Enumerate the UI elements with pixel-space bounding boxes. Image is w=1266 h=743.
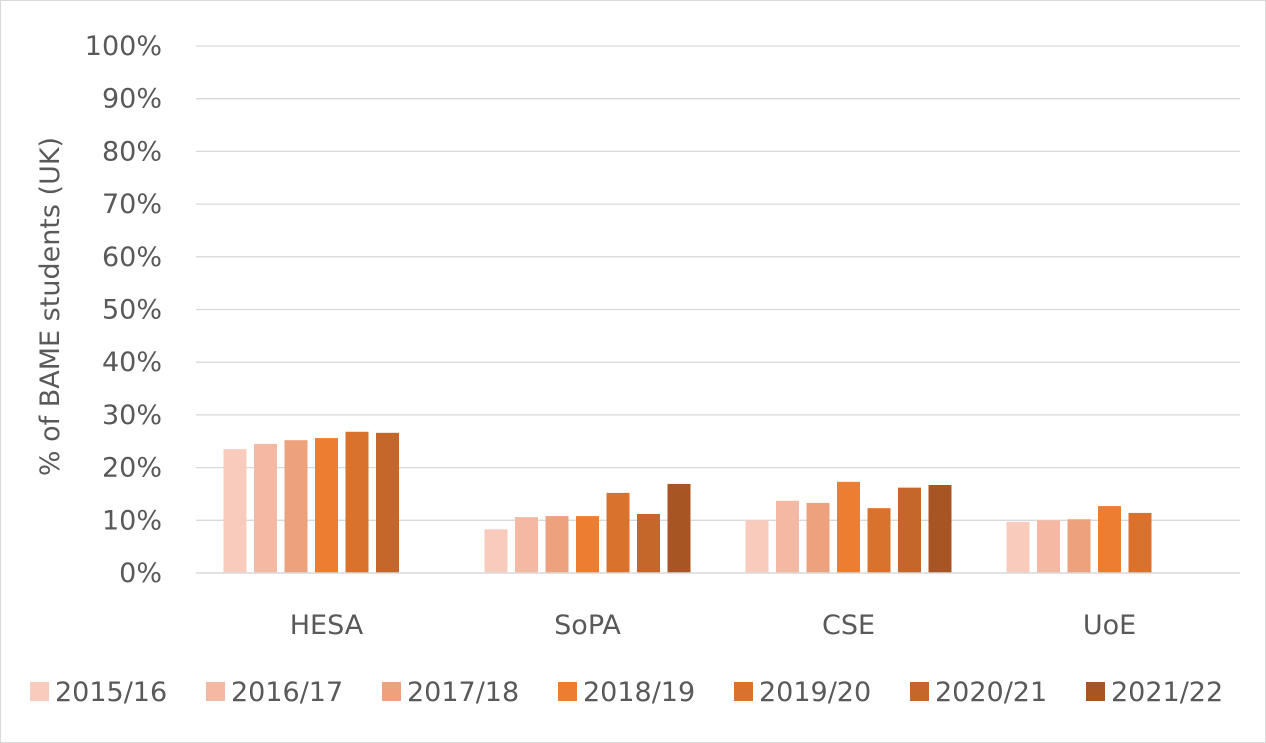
legend-label: 2015/16 bbox=[55, 677, 167, 708]
y-tick-label: 50% bbox=[102, 295, 162, 326]
bar bbox=[284, 440, 308, 573]
bar bbox=[545, 516, 569, 573]
y-tick-label: 100% bbox=[85, 31, 162, 62]
bar bbox=[745, 520, 769, 573]
bar bbox=[898, 487, 921, 573]
bars bbox=[223, 431, 1152, 573]
y-tick-label: 80% bbox=[102, 136, 162, 167]
bar bbox=[345, 431, 369, 573]
y-axis-ticks: 0% 10% 20% 30% 40% 50% 60% 70% 80% 90% 100% bbox=[85, 31, 162, 589]
y-tick-label: 40% bbox=[102, 347, 162, 378]
legend-swatch bbox=[206, 682, 225, 701]
legend-label: 2021/22 bbox=[1111, 677, 1223, 708]
y-tick-label: 70% bbox=[102, 189, 162, 220]
legend-swatch bbox=[1086, 682, 1105, 701]
y-tick-label: 30% bbox=[102, 400, 162, 431]
legend-swatch bbox=[910, 682, 929, 701]
bar bbox=[1006, 521, 1030, 573]
y-axis-title: % of BAME students (UK) bbox=[35, 137, 66, 476]
x-category-label: UoE bbox=[1083, 610, 1136, 641]
bar bbox=[637, 513, 660, 573]
x-category-label: SoPA bbox=[554, 610, 621, 641]
x-axis-categories: HESA SoPA CSE UoE bbox=[290, 610, 1136, 641]
gridlines bbox=[196, 45, 1240, 521]
bar bbox=[667, 483, 691, 573]
bar bbox=[576, 516, 599, 573]
bar bbox=[776, 500, 799, 573]
y-tick-label: 0% bbox=[119, 558, 162, 589]
bar bbox=[254, 443, 277, 573]
y-tick-label: 10% bbox=[102, 505, 162, 536]
bar bbox=[867, 508, 891, 573]
bar bbox=[1067, 519, 1091, 573]
bar bbox=[223, 449, 247, 573]
bar bbox=[376, 432, 399, 573]
legend-swatch bbox=[30, 682, 49, 701]
legend-label: 2020/21 bbox=[935, 677, 1047, 708]
legend-label: 2018/19 bbox=[583, 677, 695, 708]
y-tick-label: 60% bbox=[102, 242, 162, 273]
y-tick-label: 90% bbox=[102, 84, 162, 115]
x-category-label: CSE bbox=[822, 610, 875, 641]
legend-label: 2016/17 bbox=[231, 677, 343, 708]
x-category-label: HESA bbox=[290, 610, 364, 641]
bar bbox=[837, 481, 860, 573]
bar bbox=[1098, 506, 1121, 573]
bar bbox=[1128, 512, 1152, 573]
bar bbox=[606, 492, 630, 573]
legend-swatch bbox=[734, 682, 753, 701]
bar bbox=[1037, 520, 1060, 573]
bar bbox=[928, 484, 952, 573]
bar bbox=[806, 502, 830, 573]
legend-label: 2017/18 bbox=[407, 677, 519, 708]
legend-swatch bbox=[382, 682, 401, 701]
bar bbox=[515, 517, 538, 573]
y-tick-label: 20% bbox=[102, 453, 162, 484]
legend-swatch bbox=[558, 682, 577, 701]
legend: 2015/16 2016/17 2017/18 2018/19 2019/20 2020/… bbox=[30, 677, 1223, 708]
bar bbox=[484, 529, 508, 573]
legend-label: 2019/20 bbox=[759, 677, 871, 708]
bar bbox=[315, 438, 338, 573]
